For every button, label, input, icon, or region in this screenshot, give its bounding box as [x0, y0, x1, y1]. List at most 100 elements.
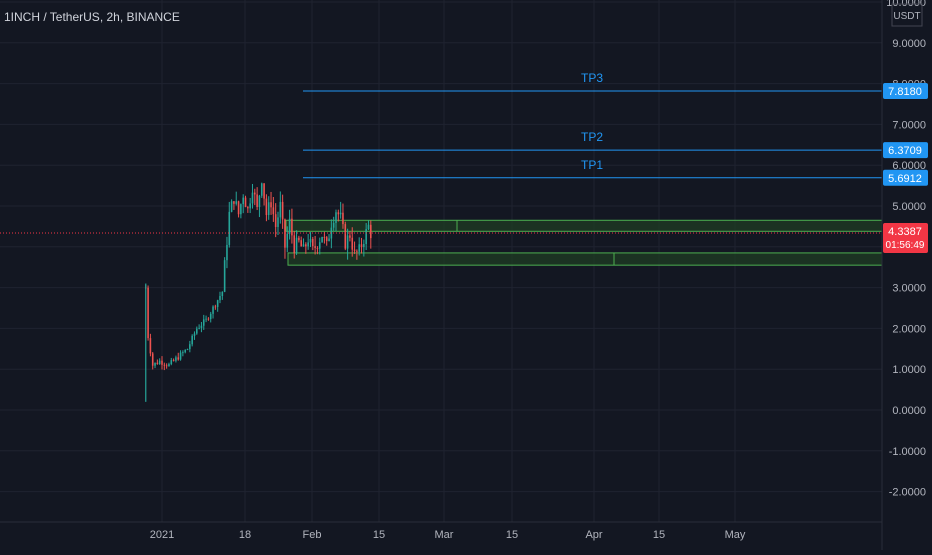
time-tick-label: Apr: [585, 529, 602, 541]
candle-body: [358, 244, 360, 252]
candle-body: [182, 352, 184, 354]
candle-body: [323, 236, 326, 238]
time-axis[interactable]: 2021 18 Feb 15 Mar 15 Apr 15 May: [150, 529, 746, 541]
candle-body: [168, 364, 170, 367]
candle-body: [214, 306, 217, 308]
currency-label: USDT: [893, 11, 920, 22]
candle-body: [235, 201, 238, 204]
candle-body: [300, 240, 302, 247]
zone-rect: [287, 252, 883, 266]
candle-body: [344, 224, 347, 249]
candle-body: [249, 203, 251, 209]
time-tick-label: 18: [239, 529, 251, 541]
candle-body: [305, 244, 307, 247]
candle-body: [318, 242, 321, 249]
price-tick-label: 7.0000: [892, 119, 926, 131]
candle-body: [335, 212, 337, 223]
candle-body: [330, 227, 333, 239]
candle-body: [244, 197, 247, 208]
candle-body: [288, 218, 291, 234]
time-tick-label: 2021: [150, 529, 174, 541]
target-label: TP2: [581, 130, 603, 144]
candle-body: [370, 224, 372, 239]
candle-body: [337, 212, 340, 215]
candle-body: [209, 313, 212, 320]
target-price-text: 5.6912: [888, 173, 922, 185]
candle-body: [263, 183, 265, 199]
candle-body: [196, 328, 198, 334]
price-tick-label: 6.0000: [892, 160, 926, 172]
time-tick-label: Feb: [303, 529, 322, 541]
candle-body: [281, 201, 284, 220]
candle-body: [349, 235, 351, 238]
candle-body: [233, 201, 235, 204]
candle-body: [286, 233, 289, 248]
candle-body: [212, 306, 214, 314]
candle-body: [307, 242, 309, 247]
candle-body: [342, 212, 344, 225]
candle-body: [158, 360, 161, 365]
candle-body: [295, 237, 298, 254]
candle-body: [314, 246, 316, 248]
candle-body: [267, 202, 270, 216]
candle-body: [284, 219, 286, 248]
target-layer: TP3 TP2 TP1: [0, 71, 882, 234]
candle-layer: [144, 182, 372, 402]
time-tick-label: 15: [506, 529, 518, 541]
candle-body: [302, 244, 305, 247]
candle-body: [242, 197, 244, 205]
candle-body: [291, 218, 293, 236]
candle-body: [240, 204, 242, 215]
candle-body: [277, 217, 279, 227]
target-price-tag: [883, 142, 928, 159]
candle-body: [356, 250, 358, 252]
candle-body: [251, 192, 254, 204]
candle-body: [207, 318, 210, 320]
currency-box[interactable]: [891, 3, 923, 27]
candle-body: [191, 335, 193, 345]
candle-body: [193, 333, 196, 336]
candle-body: [254, 192, 256, 195]
candle-body: [298, 237, 300, 241]
target-price-tag: [883, 169, 928, 186]
candle-body: [226, 244, 228, 261]
price-tick-label: 2.0000: [892, 323, 926, 335]
candle-body: [316, 247, 319, 249]
current-price-tag: [883, 222, 928, 253]
target-price-tag: [883, 83, 928, 100]
price-tick-label: -1.0000: [889, 446, 926, 458]
candle-body: [332, 222, 335, 228]
candle-body: [175, 357, 177, 361]
candle-body: [200, 325, 203, 328]
candle-body: [312, 238, 314, 247]
candle-body: [216, 300, 219, 307]
price-tick-label: 0.0000: [892, 405, 926, 417]
candle-body: [237, 201, 240, 215]
candle-body: [256, 194, 258, 207]
current-price-text: 4.3387: [888, 226, 922, 238]
time-tick-label: 15: [373, 529, 385, 541]
candle-body: [270, 202, 272, 208]
countdown-text: 01:56:49: [886, 240, 925, 251]
candle-body: [309, 238, 312, 243]
candle-body: [293, 235, 296, 254]
price-tick-label: 1.0000: [892, 364, 926, 376]
candle-body: [272, 207, 275, 215]
candle-body: [163, 364, 166, 366]
candle-body: [179, 352, 182, 360]
time-tick-label: May: [725, 529, 746, 541]
candle-body: [367, 224, 370, 230]
candle-body: [230, 201, 233, 212]
candle-body: [205, 318, 207, 320]
candle-body: [365, 229, 367, 245]
candle-body: [198, 327, 200, 329]
candle-body: [219, 296, 221, 301]
candle-body: [325, 237, 328, 242]
time-tick-label: 15: [653, 529, 665, 541]
price-tick-label: -2.0000: [889, 487, 926, 499]
candle-body: [360, 244, 363, 248]
candle-body: [339, 212, 342, 215]
